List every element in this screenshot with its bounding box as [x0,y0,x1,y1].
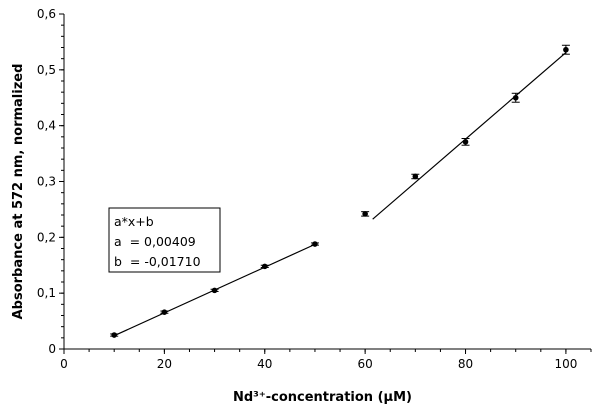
y-tick-label: 0 [48,342,56,356]
y-axis-title: Absorbance at 572 nm, normalized [11,64,26,320]
fit-line [372,52,567,220]
data-point [412,173,419,180]
y-tick-label: 0,6 [37,7,56,21]
data-point [111,332,117,338]
data-point [563,46,569,53]
x-tick-label: 20 [157,357,172,371]
data-point [312,241,318,247]
annotation-line: a*x+b [114,214,154,229]
y-tick-label: 0,3 [37,175,56,189]
ticks: 0 0,1 0,2 0,3 0,4 0,5 0,6 0 20 40 60 80 100 [37,7,592,371]
x-tick-label: 40 [257,357,272,371]
annotation-line: a = 0,00409 [114,234,196,249]
x-tick-label: 60 [358,357,373,371]
data-point [512,94,519,101]
y-tick-label: 0,4 [37,119,56,133]
data-point [362,211,368,217]
data-points [110,44,570,338]
annotation-box [108,207,221,273]
data-point [211,287,218,294]
annotation-line: b = -0,01710 [114,254,201,269]
y-tick-label: 0,5 [37,63,56,77]
data-point [161,309,168,315]
fit-lines [113,52,567,337]
data-point [261,263,268,270]
x-tick-label: 0 [60,357,68,371]
fit-annotation: a*x+b a = 0,00409 b = -0,01710 [108,207,221,273]
x-tick-label: 100 [554,357,577,371]
data-point [462,139,469,145]
axes [63,14,591,350]
x-tick-label: 80 [458,357,473,371]
y-tick-label: 0,1 [37,286,56,300]
x-axis-title: Nd³⁺-concentration (μM) [233,390,412,405]
y-tick-label: 0,2 [37,230,56,244]
